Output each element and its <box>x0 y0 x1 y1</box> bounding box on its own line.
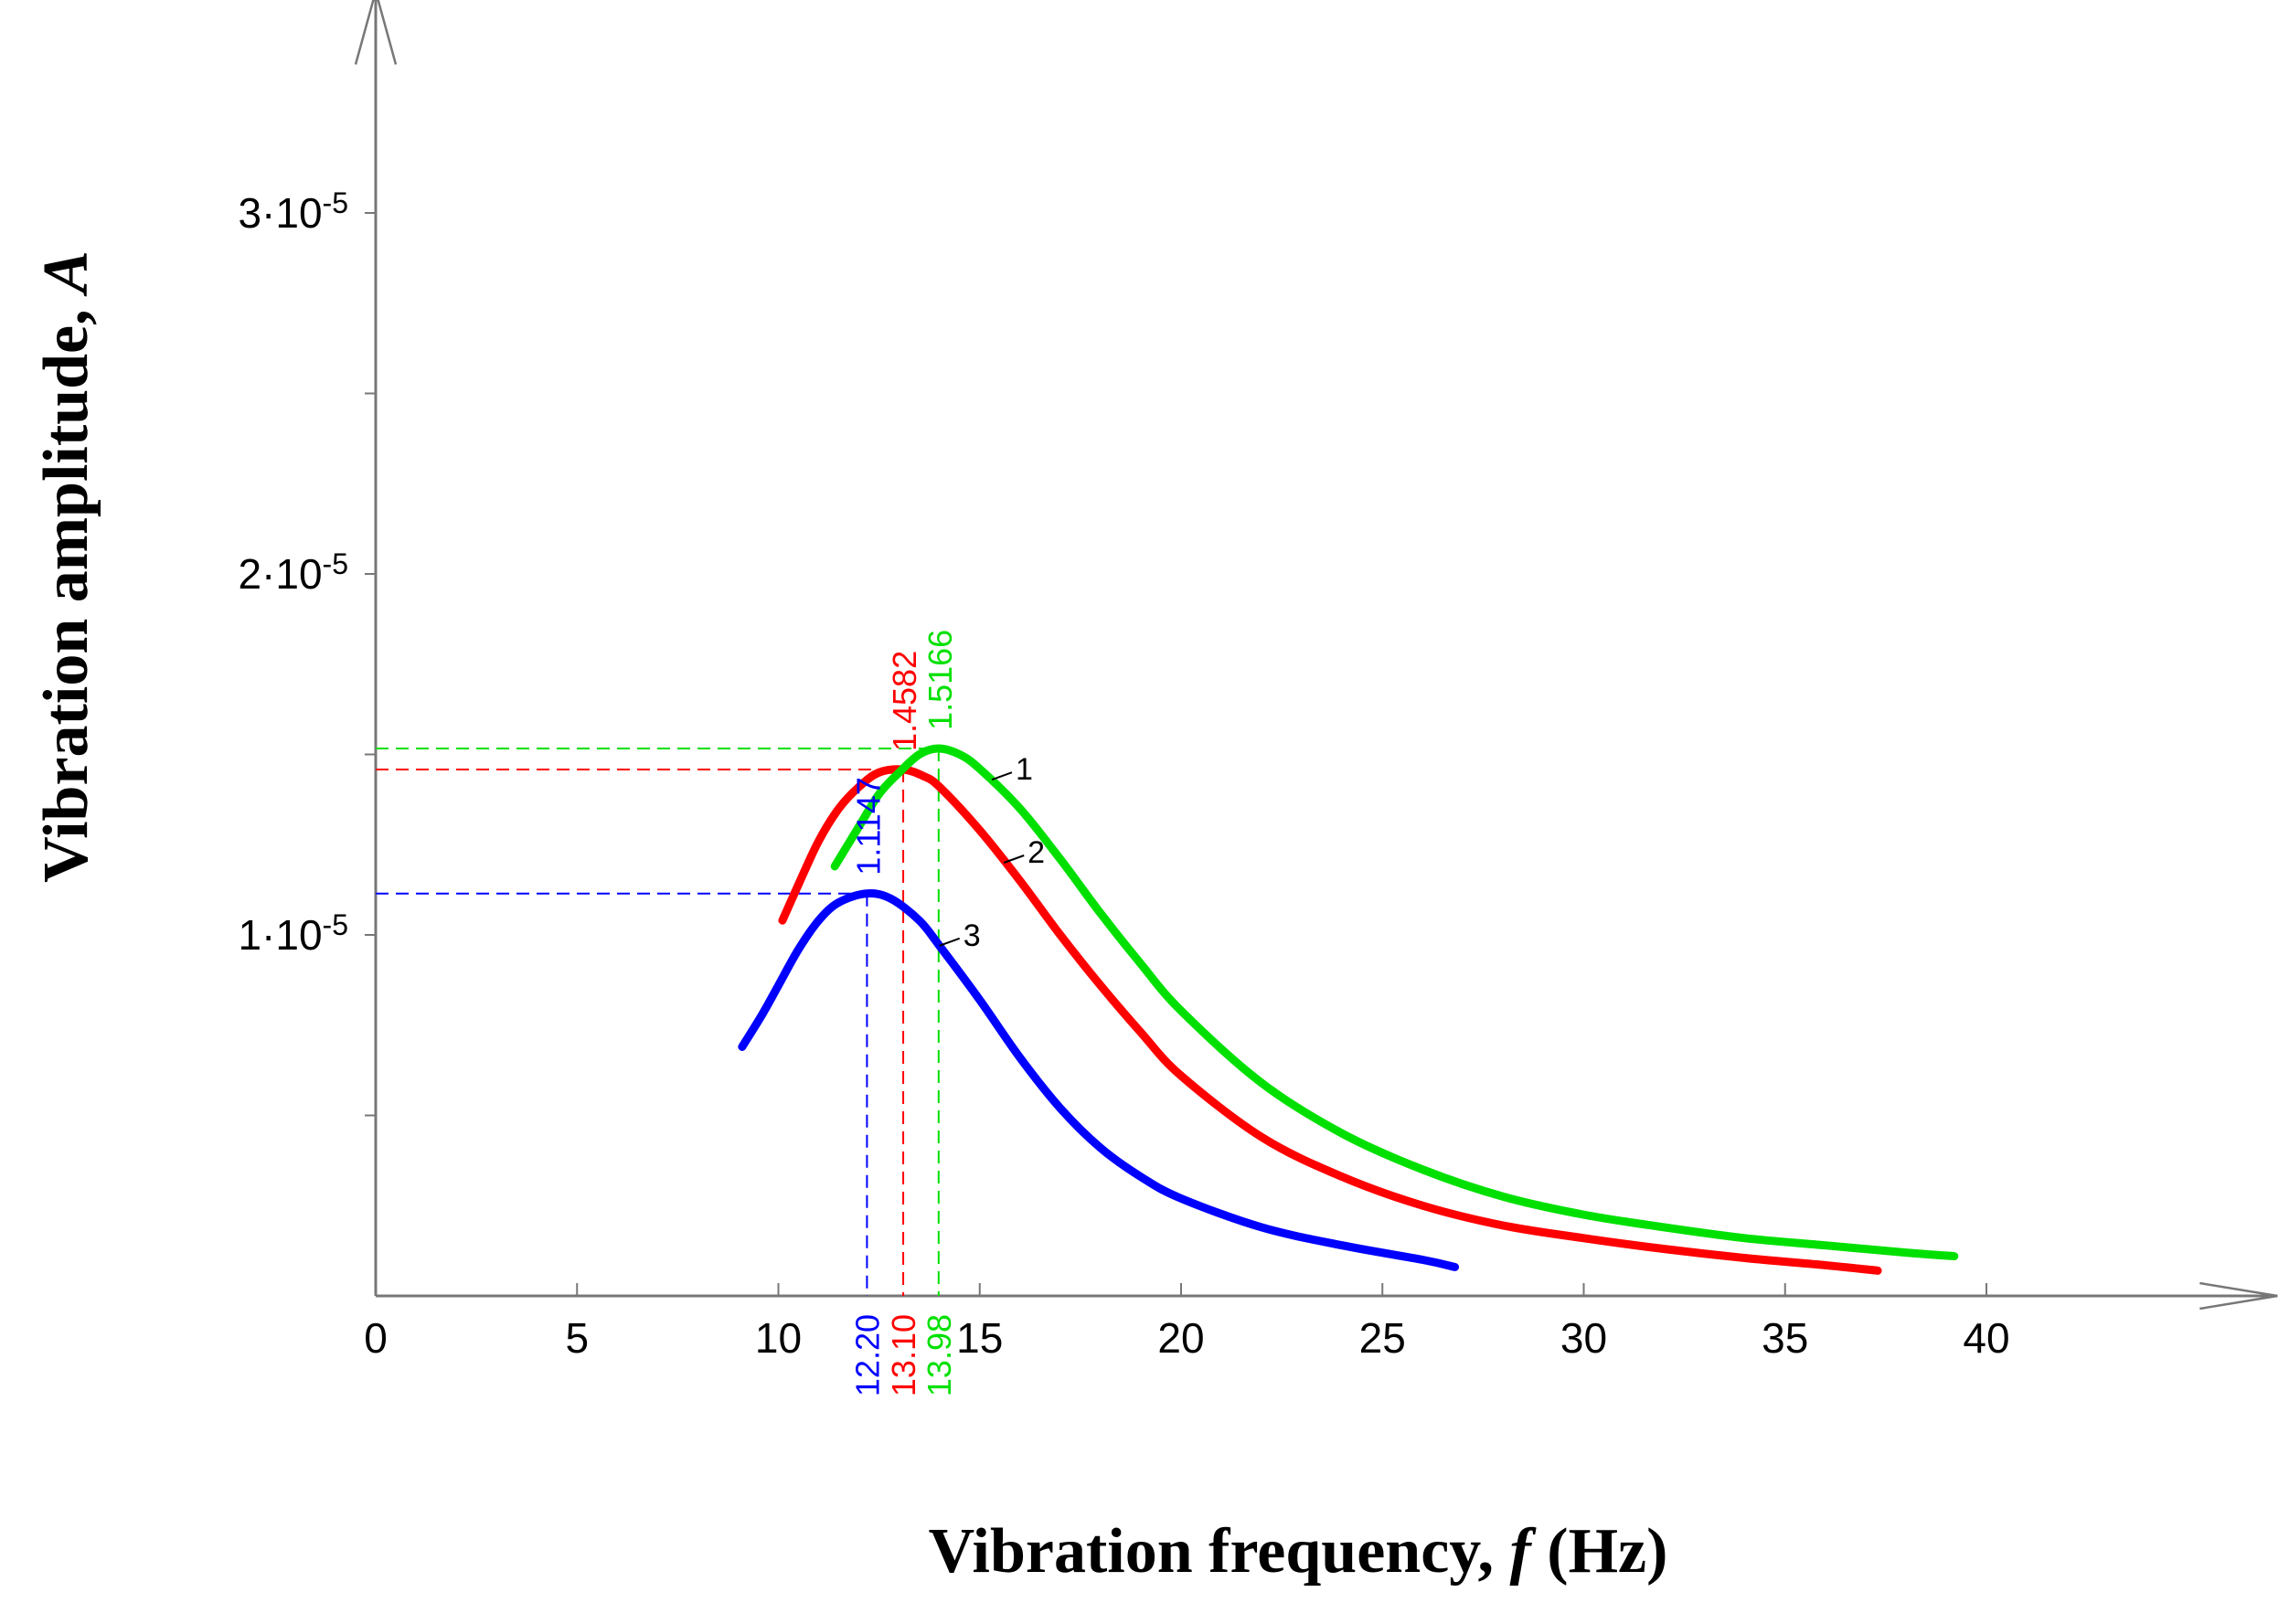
x-tick-label: 5 <box>565 1314 589 1362</box>
series-line-2 <box>778 765 1882 1275</box>
x-tick-label: 15 <box>956 1314 1003 1362</box>
y-axis-title: Vibration amplitude, A <box>31 250 101 883</box>
curve-leader-2 <box>1003 854 1025 864</box>
y-axis-arrow <box>354 0 398 65</box>
peak-frequency-label-2: 13.10 <box>885 1314 922 1396</box>
peak-frequency-label-1: 13.98 <box>921 1314 958 1396</box>
series-line-3 <box>738 889 1460 1271</box>
x-tick-label: 0 <box>364 1314 388 1362</box>
x-axis-title: Vibration frequency, f (Hz) <box>929 1516 1668 1587</box>
curve-number-2: 2 <box>1027 835 1045 870</box>
curve-leader-1 <box>991 771 1013 781</box>
y-tick-label: 2·10-5 <box>238 547 348 598</box>
peak-frequency-label-3: 12.20 <box>848 1314 886 1396</box>
labels: 1.5166 13.98 1.4582 13.10 1.1147 12.20 1 2 3 <box>848 630 1045 1396</box>
y-tick-label: 3·10-5 <box>238 186 348 237</box>
x-tick-label: 10 <box>755 1314 802 1362</box>
peak-amplitude-label-2: 1.4582 <box>886 651 923 751</box>
axes: 0 5 10 15 20 25 30 35 40 1·10-5 2·10-5 3·10-5 <box>238 0 2278 1362</box>
x-tick-label: 40 <box>1963 1314 2009 1362</box>
curve-number-3: 3 <box>964 918 981 953</box>
peak-amplitude-label-1: 1.5166 <box>921 630 959 730</box>
x-axis-arrow <box>2199 1281 2278 1311</box>
x-tick-label: 25 <box>1359 1314 1406 1362</box>
x-tick-label: 20 <box>1157 1314 1204 1362</box>
y-tick-label: 1·10-5 <box>238 908 348 959</box>
x-tick-label: 30 <box>1560 1314 1607 1362</box>
peak-amplitude-label-3: 1.1147 <box>849 777 887 875</box>
curve-number-1: 1 <box>1016 752 1033 787</box>
curve-leader-3 <box>939 937 961 947</box>
series-lines <box>738 744 1959 1275</box>
peak-guide-lines <box>376 747 940 1296</box>
series-line-1 <box>830 744 1959 1261</box>
x-tick-label: 35 <box>1762 1314 1808 1362</box>
